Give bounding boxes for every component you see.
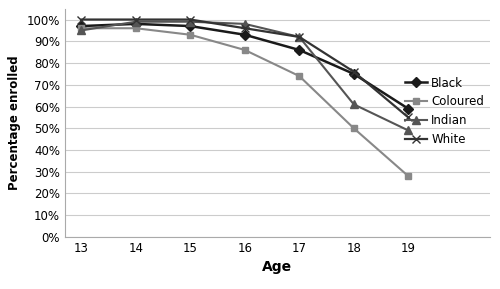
Coloured [406, 174, 411, 178]
Black [406, 107, 411, 110]
Line: Indian: Indian [77, 18, 412, 135]
White [406, 116, 411, 119]
White [78, 18, 84, 21]
Indian [406, 129, 411, 132]
Black [188, 24, 194, 28]
Black [78, 24, 84, 28]
Coloured [133, 27, 139, 30]
Black [242, 33, 248, 36]
Line: White: White [77, 15, 412, 122]
White [188, 18, 194, 21]
Y-axis label: Percentage enrolled: Percentage enrolled [8, 55, 21, 190]
White [242, 27, 248, 30]
Indian [351, 103, 357, 106]
Indian [296, 35, 302, 39]
White [351, 70, 357, 73]
Coloured [351, 127, 357, 130]
Legend: Black, Coloured, Indian, White: Black, Coloured, Indian, White [405, 77, 484, 146]
Indian [242, 22, 248, 26]
X-axis label: Age: Age [262, 260, 292, 274]
Indian [133, 20, 139, 23]
White [133, 18, 139, 21]
Coloured [296, 74, 302, 78]
Line: Black: Black [78, 21, 411, 112]
Coloured [242, 48, 248, 52]
Black [133, 22, 139, 26]
Black [351, 72, 357, 76]
Black [296, 48, 302, 52]
Coloured [78, 27, 84, 30]
White [296, 35, 302, 39]
Coloured [188, 33, 194, 36]
Indian [78, 29, 84, 32]
Line: Coloured: Coloured [78, 25, 411, 179]
Indian [188, 20, 194, 23]
